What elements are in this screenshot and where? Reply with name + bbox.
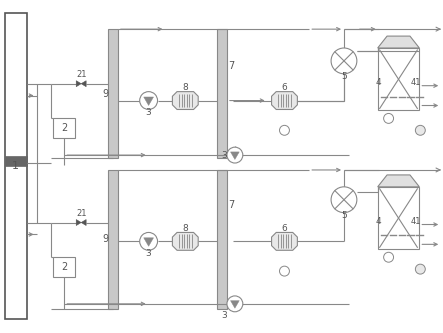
Polygon shape bbox=[272, 92, 297, 110]
Text: 5: 5 bbox=[341, 211, 347, 220]
Text: 3: 3 bbox=[221, 311, 227, 320]
Polygon shape bbox=[272, 232, 297, 250]
Text: 4: 4 bbox=[376, 78, 381, 87]
Text: 2: 2 bbox=[61, 262, 67, 272]
Polygon shape bbox=[230, 152, 239, 160]
Polygon shape bbox=[172, 92, 198, 110]
Polygon shape bbox=[144, 97, 154, 106]
Bar bbox=[5, 13, 27, 319]
Text: 1: 1 bbox=[12, 161, 19, 171]
Polygon shape bbox=[81, 81, 86, 87]
Text: 21: 21 bbox=[76, 70, 86, 79]
Bar bbox=[217, 170, 227, 309]
Bar bbox=[54, 257, 75, 277]
Text: 2: 2 bbox=[61, 123, 67, 133]
Polygon shape bbox=[144, 238, 154, 246]
Text: 6: 6 bbox=[282, 83, 288, 92]
Polygon shape bbox=[76, 219, 81, 225]
Circle shape bbox=[227, 147, 243, 163]
Polygon shape bbox=[378, 36, 420, 48]
Polygon shape bbox=[81, 219, 86, 225]
Text: 7: 7 bbox=[228, 200, 234, 210]
Bar bbox=[5, 156, 27, 166]
Circle shape bbox=[331, 48, 357, 74]
Bar bbox=[217, 29, 227, 158]
Text: 7: 7 bbox=[228, 61, 234, 71]
Text: 3: 3 bbox=[146, 108, 152, 117]
Text: 9: 9 bbox=[102, 89, 108, 99]
Circle shape bbox=[384, 114, 393, 123]
Polygon shape bbox=[378, 175, 420, 187]
Circle shape bbox=[416, 264, 425, 274]
Text: 3: 3 bbox=[221, 151, 227, 160]
Circle shape bbox=[280, 266, 289, 276]
Bar bbox=[54, 119, 75, 138]
Text: 3: 3 bbox=[146, 249, 152, 258]
Text: 6: 6 bbox=[282, 224, 288, 233]
Text: 9: 9 bbox=[102, 234, 108, 244]
Polygon shape bbox=[76, 81, 81, 87]
Polygon shape bbox=[230, 301, 239, 308]
Circle shape bbox=[331, 187, 357, 212]
Circle shape bbox=[416, 125, 425, 135]
Text: 8: 8 bbox=[183, 224, 188, 233]
Text: 21: 21 bbox=[76, 209, 86, 218]
Bar bbox=[378, 187, 420, 249]
Text: 8: 8 bbox=[183, 83, 188, 92]
Bar bbox=[378, 48, 420, 111]
Bar bbox=[108, 170, 118, 309]
Text: 5: 5 bbox=[341, 72, 347, 81]
Text: 41: 41 bbox=[411, 78, 422, 87]
Circle shape bbox=[384, 252, 393, 262]
Circle shape bbox=[140, 92, 158, 110]
Text: 4: 4 bbox=[376, 217, 381, 226]
Bar bbox=[108, 29, 118, 158]
Polygon shape bbox=[172, 232, 198, 250]
Circle shape bbox=[140, 232, 158, 250]
Circle shape bbox=[227, 296, 243, 312]
Text: 41: 41 bbox=[411, 217, 422, 226]
Circle shape bbox=[280, 125, 289, 135]
